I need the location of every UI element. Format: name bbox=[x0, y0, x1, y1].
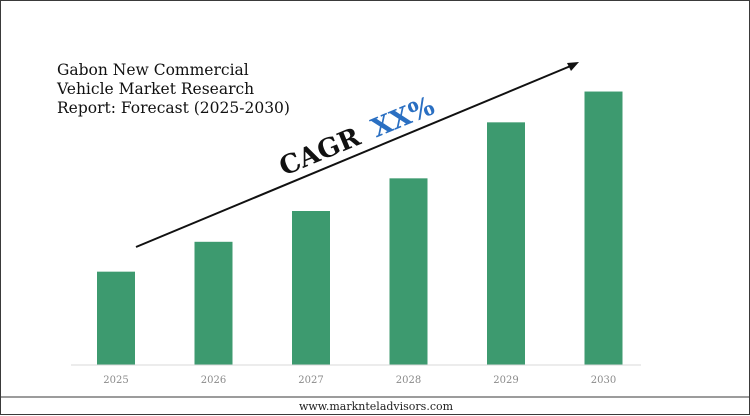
x-tick-label-2028: 2028 bbox=[396, 375, 421, 386]
x-tick-label-2025: 2025 bbox=[103, 375, 128, 386]
x-tick-label-2026: 2026 bbox=[201, 375, 226, 386]
bar-2028 bbox=[389, 178, 428, 365]
footer-website: www.marknteladvisors.com bbox=[299, 400, 454, 413]
chart-title-line-3: Report: Forecast (2025-2030) bbox=[57, 99, 290, 117]
x-tick-label-2030: 2030 bbox=[591, 375, 616, 386]
bar-2027 bbox=[292, 211, 330, 365]
bar-2026 bbox=[194, 241, 233, 365]
chart-title-line-1: Gabon New Commercial bbox=[57, 61, 249, 79]
x-tick-labels: 2025 2026 2027 2028 2029 2030 bbox=[103, 375, 616, 386]
bar-2025 bbox=[97, 271, 135, 365]
cagr-label: CAGR bbox=[275, 122, 365, 182]
chart-title-line-2: Vehicle Market Research bbox=[56, 80, 254, 98]
x-tick-label-2027: 2027 bbox=[298, 375, 323, 386]
bar-2030 bbox=[584, 91, 623, 366]
cagr-annotation: CAGR XX% bbox=[275, 91, 439, 182]
bar-2029 bbox=[487, 122, 525, 365]
cagr-trend-arrow bbox=[135, 62, 579, 248]
x-tick-label-2029: 2029 bbox=[493, 375, 518, 386]
bars-layer bbox=[97, 91, 623, 366]
